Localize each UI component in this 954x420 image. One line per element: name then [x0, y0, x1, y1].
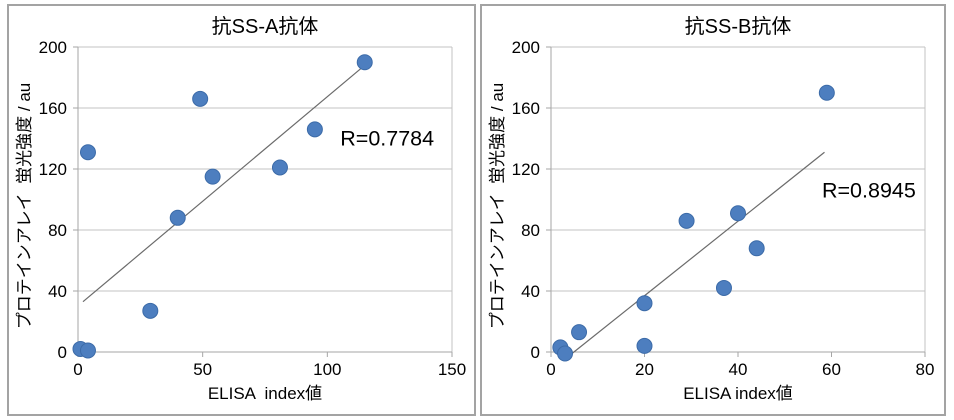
data-point [715, 279, 732, 296]
y-tick-label-80: 80 [521, 221, 540, 240]
trendline [571, 151, 825, 354]
y-axis-label: プロテインアレイ 蛍光強度 / au [15, 82, 34, 330]
chart-panel-anti-ss-a: 0 50 100 150 0 40 80 120 160 200 R=0.7784 抗SS-A抗体 … [7, 4, 476, 416]
data-point [730, 205, 746, 222]
data-point [356, 54, 373, 71]
x-axis-label: ELISA index値 [207, 384, 323, 403]
y-tick-label-200: 200 [39, 38, 67, 57]
data-point [557, 345, 574, 362]
data-point [204, 168, 221, 185]
x-tick-label-0: 0 [546, 360, 555, 379]
data-point [636, 295, 653, 312]
y-tick-label-0: 0 [58, 343, 67, 362]
x-tick-label-80: 80 [916, 360, 935, 379]
x-tick-label-150: 150 [438, 360, 466, 379]
x-tick-label-20: 20 [635, 360, 654, 379]
x-tick-label-100: 100 [313, 360, 341, 379]
scatter-plot-anti-ss-b: 0 20 40 60 80 0 40 80 120 160 200 R=0.8945 [512, 38, 935, 379]
x-tick-label-60: 60 [822, 360, 841, 379]
y-tick-label-40: 40 [48, 282, 67, 301]
y-axis-label: プロテインアレイ 蛍光強度 / au [488, 82, 507, 330]
correlation-label: R=0.8945 [822, 178, 916, 202]
chart-panel-anti-ss-b: 0 20 40 60 80 0 40 80 120 160 200 R=0.8945 抗SS-B抗体 … [480, 4, 946, 416]
data-point [79, 144, 96, 161]
x-tick-label-0: 0 [73, 360, 82, 379]
chart-title: 抗SS-A抗体 [211, 16, 319, 38]
data-point [678, 212, 695, 229]
data-point [192, 90, 209, 107]
chart-title: 抗SS-B抗体 [684, 16, 792, 38]
scatter-plot-anti-ss-a: 0 50 100 150 0 40 80 120 160 200 R=0.7784 [39, 38, 467, 379]
x-axis-label: ELISA index値 [683, 384, 793, 403]
data-point [571, 324, 588, 341]
y-tick-label-80: 80 [48, 221, 67, 240]
y-tick-label-40: 40 [521, 282, 540, 301]
data-point [79, 342, 96, 359]
data-point [142, 302, 159, 319]
data-point [271, 159, 288, 176]
correlation-label: R=0.7784 [340, 127, 434, 151]
x-tick-label-40: 40 [729, 360, 748, 379]
y-tick-label-0: 0 [531, 343, 540, 362]
y-tick-label-120: 120 [512, 160, 540, 179]
y-tick-label-160: 160 [39, 99, 67, 118]
data-point [169, 209, 186, 226]
data-point [636, 337, 653, 354]
data-point [748, 240, 765, 257]
y-tick-label-120: 120 [39, 160, 67, 179]
x-tick-label-50: 50 [193, 360, 212, 379]
trendline [82, 64, 366, 303]
data-point [306, 121, 323, 138]
y-tick-label-200: 200 [512, 38, 540, 57]
y-tick-label-160: 160 [512, 99, 540, 118]
data-point [818, 84, 835, 101]
